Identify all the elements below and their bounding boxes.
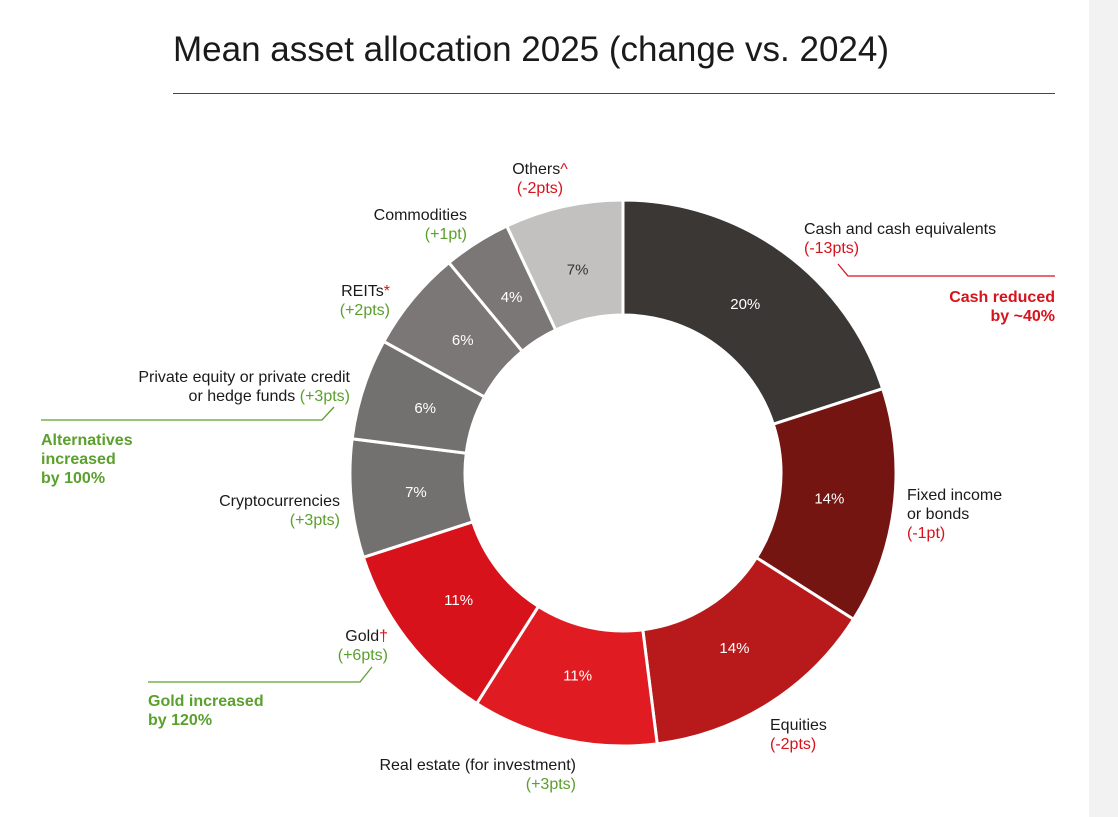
callout-gold-line1: Gold increased [148,693,264,710]
label-commodities: Commodities (+1pt) [330,206,467,244]
label-gold: Gold† (+6pts) [288,627,388,665]
value-label-others: 7% [567,262,589,279]
label-real-estate-change: (+3pts) [525,776,576,793]
side-strip [1089,0,1118,817]
label-cryptocurrencies-change: (+3pts) [289,512,340,529]
title-rule [173,93,1055,94]
value-label-equities: 14% [719,640,749,657]
label-cash-change: (-13pts) [804,240,860,257]
label-cash: Cash and cash equivalents (-13pts) [804,220,996,258]
label-others-marker: ^ [560,161,568,178]
segment-others [504,198,625,333]
label-reits: REITs* (+2pts) [300,282,390,320]
label-private-equity-line2: or hedge funds [188,388,296,405]
label-private-equity-change: (+3pts) [299,388,350,405]
label-equities-change: (-2pts) [770,736,817,753]
segment-cash-and-cash-equivalents [621,198,885,427]
value-label-reits: 6% [452,332,474,349]
label-real-estate-name: Real estate (for investment) [379,757,576,774]
callout-cash-reduced: Cash reduced by ~40% [905,288,1055,326]
callout-gold-line2: by 120% [148,712,213,729]
value-label-real-estate-for-investment: 11% [563,667,592,684]
label-cryptocurrencies-name: Cryptocurrencies [219,493,340,510]
callout-alternatives-line1: Alternatives [41,432,133,449]
label-gold-marker: † [379,628,388,645]
label-commodities-change: (+1pt) [424,226,467,243]
label-fixed-income: Fixed income or bonds (-1pt) [907,486,1002,543]
leader-lines [41,263,1055,683]
label-others-change: (-2pts) [516,180,564,197]
value-label-fixed-income-or-bonds: 14% [814,491,844,508]
label-commodities-name: Commodities [373,207,467,224]
label-cryptocurrencies: Cryptocurrencies (+3pts) [180,492,340,530]
value-label-gold: 11% [444,592,473,609]
label-others: Others^ (-2pts) [480,160,600,198]
label-fixed-income-line2: or bonds [907,506,970,523]
label-gold-change: (+6pts) [337,647,388,664]
label-fixed-income-change: (-1pt) [907,525,946,542]
label-reits-marker: * [383,283,390,300]
value-label-commodities: 4% [501,289,523,306]
donut-value-labels: 20% 14% 14% 11% 11% 7% 6% 6% 4% 7% [405,262,844,685]
callout-gold-increased: Gold increased by 120% [148,692,264,730]
leader-line-alternatives [41,406,335,421]
leader-line-gold [148,666,373,683]
callout-cash-line2: by ~40% [990,308,1055,325]
label-equities-name: Equities [770,717,827,734]
callout-alternatives-line2: increased [41,451,116,468]
label-private-equity-line1: Private equity or private credit [138,369,350,386]
value-label-private-equity-or-private-credit-or-hedge-funds: 6% [414,400,436,417]
label-reits-change: (+2pts) [339,302,390,319]
label-cash-name: Cash and cash equivalents [804,221,997,238]
label-reits-name: REITs [341,283,384,300]
chart-title: Mean asset allocation 2025 (change vs. 2… [173,30,890,69]
label-real-estate: Real estate (for investment) (+3pts) [336,756,576,794]
label-gold-name: Gold [345,628,380,645]
leader-line-cash [837,263,1055,277]
label-equities: Equities (-2pts) [770,716,827,754]
label-fixed-income-line1: Fixed income [907,487,1003,504]
value-label-cryptocurrencies: 7% [405,484,427,501]
label-others-name: Others [512,161,561,178]
label-private-equity: Private equity or private credit or hedg… [60,368,350,406]
donut-segments [348,198,898,748]
callout-cash-line1: Cash reduced [949,289,1055,306]
value-label-cash-and-cash-equivalents: 20% [730,296,760,313]
callout-alternatives-increased: Alternatives increased by 100% [41,431,133,488]
callout-alternatives-line3: by 100% [41,470,106,487]
